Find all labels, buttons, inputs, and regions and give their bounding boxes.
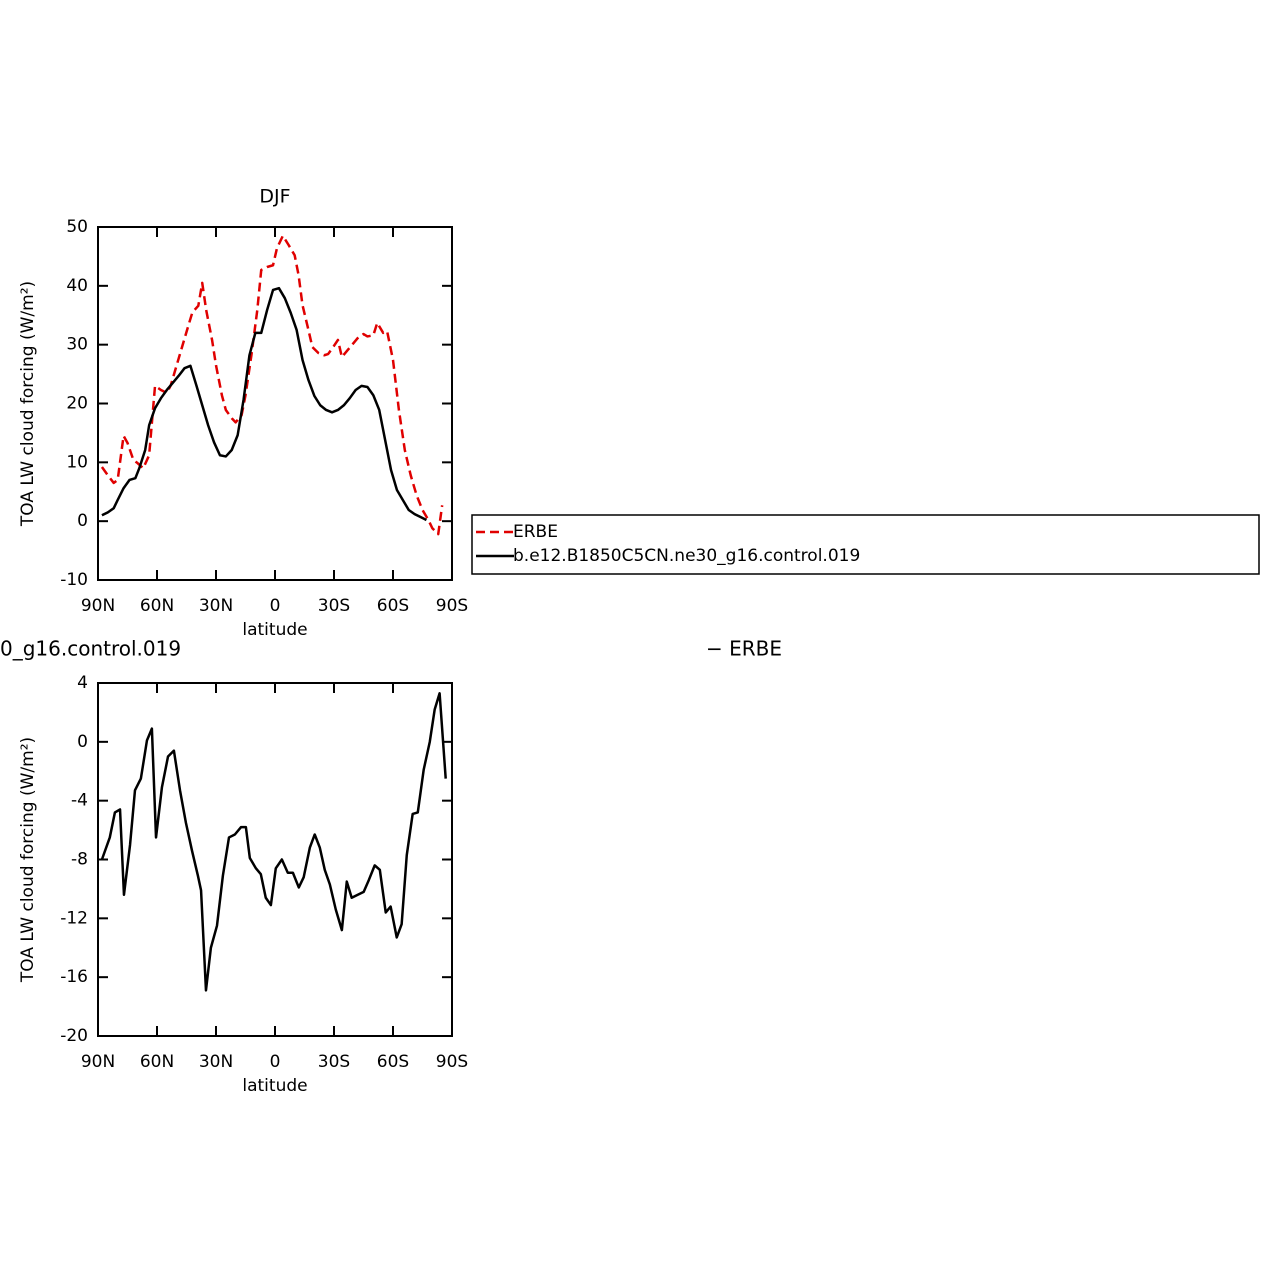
chart-title: DJF — [259, 186, 290, 208]
x-tick-label: 0 — [270, 596, 281, 616]
y-tick-label: 0 — [77, 732, 88, 752]
x-tick-label: 30S — [318, 1052, 350, 1072]
y-tick-label: -16 — [60, 967, 88, 987]
series-line — [100, 692, 447, 992]
y-tick-label: 50 — [66, 217, 88, 237]
y-tick-label: 4 — [77, 673, 88, 693]
legend-label: ERBE — [513, 522, 558, 542]
x-tick-label: 60S — [377, 1052, 409, 1072]
x-tick-label: 30S — [318, 596, 350, 616]
x-tick-label: 90N — [81, 1052, 115, 1072]
y-tick-label: 40 — [66, 276, 88, 296]
y-tick-label: 30 — [66, 335, 88, 355]
x-tick-label: 90S — [436, 1052, 468, 1072]
x-tick-label: 60N — [140, 1052, 174, 1072]
y-tick-label: -10 — [60, 570, 88, 590]
x-axis-label: latitude — [242, 1076, 307, 1096]
legend: ERBE b.e12.B1850C5CN.ne30_g16.control.019 — [471, 514, 1260, 575]
y-tick-label: -8 — [71, 850, 88, 870]
y-tick-label: -20 — [60, 1026, 88, 1046]
y-tick-label: 10 — [66, 452, 88, 472]
y-tick-label: 20 — [66, 394, 88, 414]
legend-label: b.e12.B1850C5CN.ne30_g16.control.019 — [513, 546, 860, 566]
y-axis-label: TOA LW cloud forcing (W/m²) — [18, 281, 38, 527]
chart-title: − ERBE — [706, 637, 782, 661]
x-tick-label: 60S — [377, 596, 409, 616]
x-tick-label: 30N — [199, 596, 233, 616]
series-line — [101, 286, 427, 522]
y-tick-label: -12 — [60, 908, 88, 928]
y-tick-label: 0 — [77, 511, 88, 531]
series-line — [100, 234, 444, 536]
x-tick-label: 0 — [270, 1052, 281, 1072]
x-tick-label: 30N — [199, 1052, 233, 1072]
x-axis-label: latitude — [242, 620, 307, 640]
x-tick-label: 90S — [436, 596, 468, 616]
y-tick-label: -4 — [71, 791, 88, 811]
y-axis-label: TOA LW cloud forcing (W/m²) — [18, 737, 38, 983]
chart-title: 0_g16.control.019 — [0, 637, 181, 661]
legend-box — [471, 514, 1260, 575]
x-tick-label: 60N — [140, 596, 174, 616]
x-tick-label: 90N — [81, 596, 115, 616]
